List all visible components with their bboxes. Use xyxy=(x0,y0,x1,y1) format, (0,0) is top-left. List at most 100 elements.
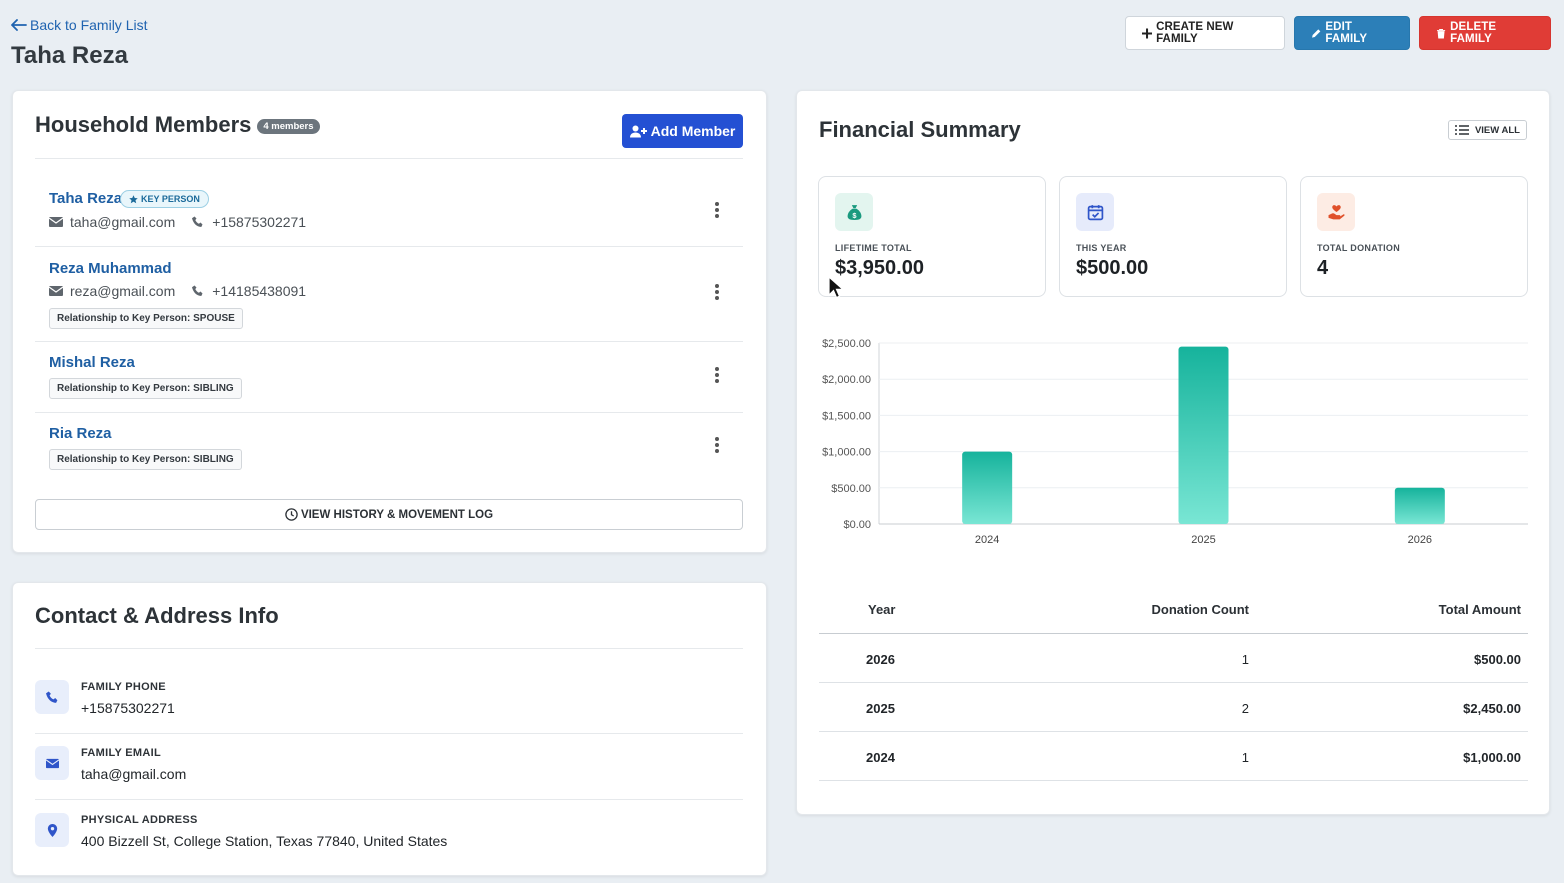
back-link-label: Back to Family List xyxy=(30,17,148,33)
contact-title: Contact & Address Info xyxy=(35,602,279,628)
stat-value: $3,950.00 xyxy=(835,257,924,279)
edit-family-label: EDIT FAMILY xyxy=(1325,21,1368,45)
relationship-badge: Relationship to Key Person: SIBLING xyxy=(49,449,242,470)
financial-summary-card: Financial Summary VIEW ALL $ LIFETIME TO… xyxy=(796,90,1550,815)
column-header-donation-count: Donation Count xyxy=(1151,602,1249,617)
member-name-link[interactable]: Reza Muhammad xyxy=(49,260,172,277)
top-actions: CREATE NEW FAMILY EDIT FAMILY DELETE FAM… xyxy=(1125,16,1551,50)
member-contact-line: taha@gmail.com +15875302271 xyxy=(49,214,306,230)
member-name-link[interactable]: Mishal Reza xyxy=(49,354,135,371)
stat-lifetime-total: $ LIFETIME TOTAL $3,950.00 xyxy=(818,176,1046,297)
cell-year: 2025 xyxy=(866,701,895,716)
phone-icon xyxy=(192,285,203,296)
physical-address-value: 400 Bizzell St, College Station, Texas 7… xyxy=(81,833,448,849)
calendar-check-icon xyxy=(1076,193,1114,231)
stat-label: TOTAL DONATION xyxy=(1317,243,1401,253)
table-row: 2024 1 $1,000.00 xyxy=(819,732,1528,781)
svg-text:$: $ xyxy=(852,210,857,219)
key-person-badge: KEY PERSON xyxy=(120,190,209,208)
table-row: 2026 1 $500.00 xyxy=(819,634,1528,683)
household-header: Household Members 4 members Add Member xyxy=(35,91,743,159)
view-history-button[interactable]: VIEW HISTORY & MOVEMENT LOG xyxy=(35,499,743,530)
cell-count: 1 xyxy=(1241,652,1249,667)
clock-icon xyxy=(285,508,298,521)
member-email[interactable]: reza@gmail.com xyxy=(70,283,176,299)
cell-amount: $2,450.00 xyxy=(1463,701,1521,716)
add-member-button[interactable]: Add Member xyxy=(622,114,743,148)
view-all-button[interactable]: VIEW ALL xyxy=(1447,120,1527,140)
view-all-label: VIEW ALL xyxy=(1474,124,1520,136)
cell-count: 1 xyxy=(1241,750,1249,765)
delete-family-label: DELETE FAMILY xyxy=(1450,21,1497,45)
create-new-family-label: CREATE NEW FAMILY xyxy=(1156,21,1234,45)
member-name-link[interactable]: Taha Reza xyxy=(49,190,123,207)
stat-label: LIFETIME TOTAL xyxy=(835,243,912,253)
column-header-total-amount: Total Amount xyxy=(1438,602,1521,617)
stat-this-year: THIS YEAR $500.00 xyxy=(1059,176,1287,297)
table-header-row: Year Donation Count Total Amount xyxy=(819,588,1528,634)
cell-amount: $1,000.00 xyxy=(1463,750,1521,765)
member-email[interactable]: taha@gmail.com xyxy=(70,214,176,230)
bar-2024[interactable] xyxy=(962,451,1013,524)
member-row-reza-muhammad: Reza Muhammad reza@gmail.com +1418543809… xyxy=(35,247,743,342)
trash-icon xyxy=(1437,28,1446,38)
y-tick-label: $0.00 xyxy=(843,519,871,531)
household-title: Household Members xyxy=(35,111,252,137)
member-actions-kebab[interactable] xyxy=(713,202,721,218)
contact-header: Contact & Address Info xyxy=(35,583,743,649)
cell-year: 2024 xyxy=(866,750,895,765)
finance-title: Financial Summary xyxy=(819,117,1021,142)
column-header-year: Year xyxy=(868,602,896,617)
plus-icon xyxy=(1142,27,1153,39)
money-bag-icon: $ xyxy=(835,193,873,231)
member-row-taha-reza: Taha Reza KEY PERSON taha@gmail.com +158… xyxy=(35,177,743,247)
y-tick-label: $2,500.00 xyxy=(822,338,871,350)
hand-heart-icon xyxy=(1317,193,1355,231)
delete-family-button[interactable]: DELETE FAMILY xyxy=(1419,16,1551,50)
family-phone-label: FAMILY PHONE xyxy=(81,681,166,693)
view-history-label: VIEW HISTORY & MOVEMENT LOG xyxy=(300,508,494,521)
family-phone-row: FAMILY PHONE +15875302271 xyxy=(35,680,743,734)
finance-header: Financial Summary xyxy=(819,91,1526,169)
household-members-card: Household Members 4 members Add Member T… xyxy=(12,90,767,553)
y-tick-label: $500.00 xyxy=(831,483,871,495)
x-tick-label: 2025 xyxy=(1191,534,1215,546)
relationship-badge: Relationship to Key Person: SPOUSE xyxy=(49,308,243,329)
phone-icon xyxy=(35,680,69,714)
relationship-badge: Relationship to Key Person: SIBLING xyxy=(49,378,242,399)
physical-address-row: PHYSICAL ADDRESS 400 Bizzell St, College… xyxy=(35,813,743,867)
key-person-label: KEY PERSON xyxy=(141,194,200,204)
stat-value: 4 xyxy=(1317,257,1329,279)
bar-2026[interactable] xyxy=(1394,487,1445,524)
star-icon xyxy=(129,194,138,203)
member-contact-line: reza@gmail.com +14185438091 xyxy=(49,283,306,299)
list-icon xyxy=(1454,125,1469,135)
member-actions-kebab[interactable] xyxy=(713,367,721,383)
stat-label: THIS YEAR xyxy=(1076,243,1127,253)
member-phone[interactable]: +15875302271 xyxy=(212,214,307,230)
member-phone[interactable]: +14185438091 xyxy=(212,283,307,299)
back-to-family-list-link[interactable]: Back to Family List xyxy=(11,17,147,33)
map-pin-icon xyxy=(35,813,69,847)
stat-value: $500.00 xyxy=(1076,257,1149,279)
envelope-icon xyxy=(35,746,69,780)
family-phone-value[interactable]: +15875302271 xyxy=(81,700,175,716)
member-actions-kebab[interactable] xyxy=(713,437,721,453)
x-tick-label: 2024 xyxy=(975,534,999,546)
member-row-mishal-reza: Mishal Reza Relationship to Key Person: … xyxy=(35,342,743,413)
table-row: 2025 2 $2,450.00 xyxy=(819,683,1528,732)
phone-icon xyxy=(192,216,203,227)
family-email-row: FAMILY EMAIL taha@gmail.com xyxy=(35,746,743,800)
cell-count: 2 xyxy=(1241,701,1249,716)
y-tick-label: $2,000.00 xyxy=(822,374,871,386)
x-tick-label: 2026 xyxy=(1408,534,1432,546)
create-new-family-button[interactable]: CREATE NEW FAMILY xyxy=(1125,16,1285,50)
contact-address-card: Contact & Address Info FAMILY PHONE +158… xyxy=(12,582,767,876)
bar-2025[interactable] xyxy=(1178,346,1229,524)
member-name-link[interactable]: Ria Reza xyxy=(49,425,112,442)
family-email-value[interactable]: taha@gmail.com xyxy=(81,766,187,782)
envelope-icon xyxy=(49,286,63,296)
edit-family-button[interactable]: EDIT FAMILY xyxy=(1294,16,1410,50)
y-tick-label: $1,500.00 xyxy=(822,410,871,422)
member-actions-kebab[interactable] xyxy=(713,284,721,300)
